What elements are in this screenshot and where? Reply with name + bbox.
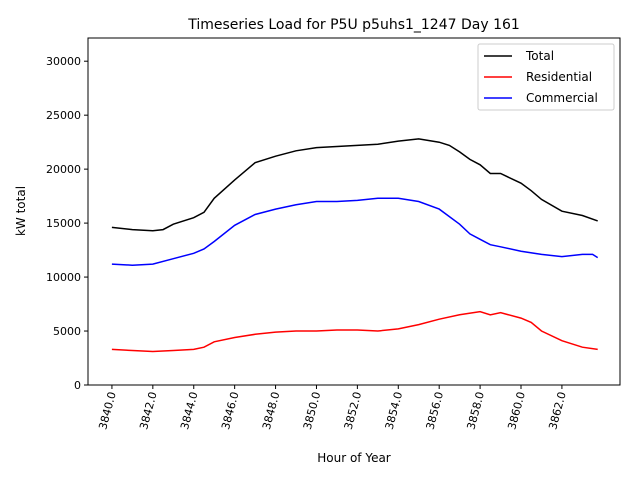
series-line-commercial	[111, 197, 599, 266]
plot-area	[87, 37, 621, 386]
y-axis-label: kW total	[14, 186, 28, 236]
y-tick-label: 25000	[46, 109, 81, 122]
legend: Total Residential Commercial	[477, 43, 615, 111]
series-line-total	[111, 138, 598, 232]
y-tick-label: 20000	[46, 163, 81, 176]
y-tick-label: 15000	[46, 217, 81, 230]
y-tick-label: 0	[74, 379, 81, 392]
x-axis-label: Hour of Year	[317, 451, 391, 465]
legend-label: Total	[525, 49, 554, 63]
chart-title: Timeseries Load for P5U p5uhs1_1247 Day …	[187, 17, 520, 33]
y-tick-label: 10000	[46, 271, 81, 284]
legend-label: Commercial	[526, 91, 598, 105]
y-tick-label: 30000	[46, 55, 81, 68]
legend-label: Residential	[526, 70, 592, 84]
y-tick-label: 5000	[53, 325, 81, 338]
series-line-residential	[111, 310, 598, 353]
